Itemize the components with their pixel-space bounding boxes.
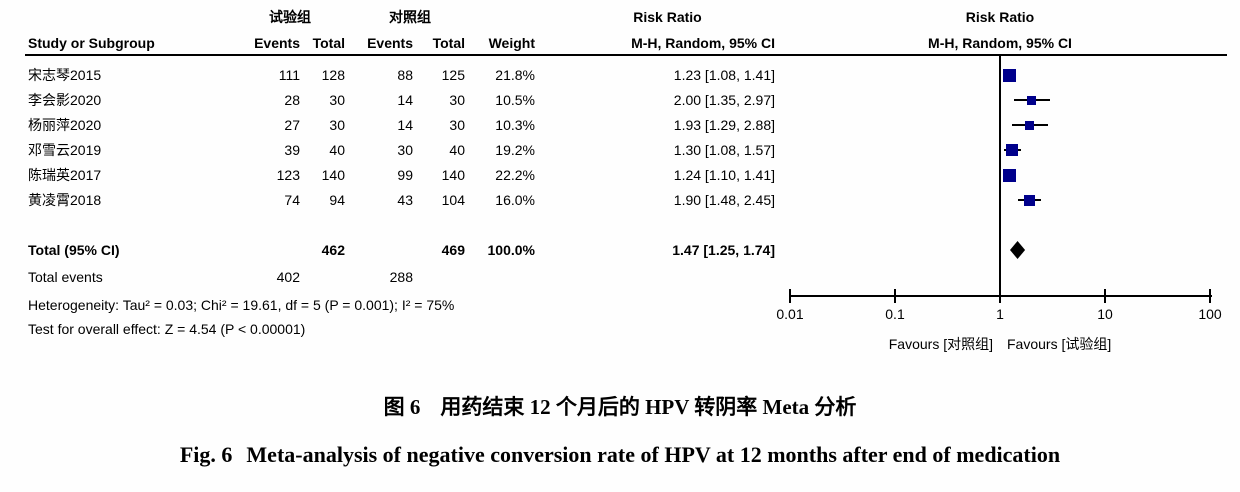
total-ctrl-value: 40: [449, 142, 465, 158]
total-ctrl-value: 104: [441, 192, 465, 208]
events-exp-value: 28: [284, 92, 300, 108]
caption-chinese: 图 6 用药结束 12 个月后的 HPV 转阴率 Meta 分析: [0, 393, 1240, 421]
events-ctrl-value: 14: [397, 117, 413, 133]
x-axis-tick-label: 0.01: [776, 306, 804, 322]
effect-square: [1025, 120, 1035, 130]
effect-estimate-value: 1.24 [1.10, 1.41]: [673, 167, 775, 183]
method-plot-header: M-H, Random, 95% CI: [928, 35, 1072, 51]
caption-zh-label: 图 6: [383, 395, 421, 419]
events-ctrl-column-header: Events: [367, 35, 413, 51]
caption-zh-text: 用药结束 12 个月后的 HPV 转阴率 Meta 分析: [440, 395, 857, 419]
study-name: 邓雪云2019: [28, 142, 102, 158]
x-axis-line: [790, 295, 1212, 297]
total-events-ctrl-value: 288: [389, 269, 413, 285]
total-exp-value: 462: [321, 242, 345, 258]
total-events-label: Total events: [28, 269, 103, 285]
total-label: Total (95% CI): [28, 242, 120, 258]
study-name: 李会影2020: [28, 92, 102, 108]
weight-value: 10.3%: [495, 117, 535, 133]
total-exp-value: 40: [329, 142, 345, 158]
study-name: 陈瑞英2017: [28, 167, 102, 183]
x-axis-tick-label: 0.1: [885, 306, 905, 322]
study-name: 宋志琴2015: [28, 67, 102, 83]
weight-value: 10.5%: [495, 92, 535, 108]
total-exp-value: 94: [329, 192, 345, 208]
favours-control-label: Favours [对照组]: [888, 336, 993, 352]
x-axis-tick-label: 100: [1198, 306, 1222, 322]
total-ctrl-value: 140: [441, 167, 465, 183]
favours-experimental-label: Favours [试验组]: [1007, 336, 1112, 352]
events-exp-value: 74: [284, 192, 300, 208]
effect-estimate-value: 2.00 [1.35, 2.97]: [673, 92, 775, 108]
events-ctrl-value: 30: [397, 142, 413, 158]
x-axis-tick-label: 1: [996, 306, 1004, 322]
total-exp-value: 140: [321, 167, 345, 183]
total-exp-column-header: Total: [312, 35, 345, 51]
events-exp-value: 27: [284, 117, 300, 133]
total-events-exp-value: 402: [276, 269, 300, 285]
effect-estimate-value: 1.30 [1.08, 1.57]: [673, 142, 775, 158]
x-axis-tick: [1209, 289, 1211, 303]
events-ctrl-value: 14: [397, 92, 413, 108]
risk-ratio-plot-header: Risk Ratio: [965, 9, 1035, 25]
total-exp-value: 128: [321, 67, 345, 83]
overall-effect-test: Test for overall effect: Z = 4.54 (P < 0…: [28, 321, 306, 337]
total-weight-value: 100.0%: [487, 242, 535, 258]
events-exp-value: 111: [278, 67, 300, 83]
control-group-header: 对照组: [389, 9, 431, 25]
no-effect-line: [999, 56, 1001, 297]
weight-value: 22.2%: [495, 167, 535, 183]
x-axis-tick: [999, 289, 1001, 303]
x-axis-tick: [1104, 289, 1106, 303]
effect-estimate-value: 1.93 [1.29, 2.88]: [673, 117, 775, 133]
effect-square: [1023, 194, 1035, 206]
total-ctrl-value: 30: [449, 92, 465, 108]
events-exp-column-header: Events: [254, 35, 300, 51]
caption-en-label: Fig. 6: [179, 442, 233, 467]
x-axis-tick: [789, 289, 791, 303]
risk-ratio-column-header: Risk Ratio: [633, 9, 702, 25]
effect-square: [1003, 168, 1017, 182]
events-exp-value: 39: [284, 142, 300, 158]
effect-estimate-value: 1.23 [1.08, 1.41]: [673, 67, 775, 83]
study-column-header: Study or Subgroup: [28, 35, 155, 51]
total-effect-value: 1.47 [1.25, 1.74]: [672, 242, 775, 258]
effect-column-header: M-H, Random, 95% CI: [631, 35, 775, 51]
weight-value: 21.8%: [495, 67, 535, 83]
header-underline: [25, 54, 1227, 56]
total-exp-value: 30: [329, 117, 345, 133]
caption-en-text: Meta-analysis of negative conversion rat…: [246, 442, 1061, 467]
summary-diamond: [1010, 241, 1026, 259]
total-ctrl-value: 125: [441, 67, 465, 83]
effect-estimate-value: 1.90 [1.48, 2.45]: [673, 192, 775, 208]
events-ctrl-value: 99: [397, 167, 413, 183]
caption-english: Fig. 6 Meta-analysis of negative conversi…: [0, 441, 1240, 469]
study-name: 杨丽萍2020: [28, 117, 102, 133]
study-name: 黄凌霄2018: [28, 192, 102, 208]
effect-square: [1002, 68, 1016, 82]
total-ctrl-value: 30: [449, 117, 465, 133]
total-ctrl-value: 469: [441, 242, 465, 258]
total-exp-value: 30: [329, 92, 345, 108]
weight-value: 19.2%: [495, 142, 535, 158]
effect-square: [1005, 144, 1018, 156]
experimental-group-header: 试验组: [269, 9, 311, 25]
weight-column-header: Weight: [488, 35, 535, 51]
heterogeneity-statistics: Heterogeneity: Tau² = 0.03; Chi² = 19.61…: [28, 297, 455, 313]
x-axis-tick: [894, 289, 896, 303]
weight-value: 16.0%: [495, 192, 535, 208]
total-ctrl-column-header: Total: [432, 35, 465, 51]
x-axis-tick-label: 10: [1097, 306, 1113, 322]
effect-square: [1027, 95, 1037, 105]
events-ctrl-value: 43: [397, 192, 413, 208]
events-ctrl-value: 88: [397, 67, 413, 83]
events-exp-value: 123: [276, 167, 300, 183]
summary-diamond-shape: [1010, 241, 1026, 259]
